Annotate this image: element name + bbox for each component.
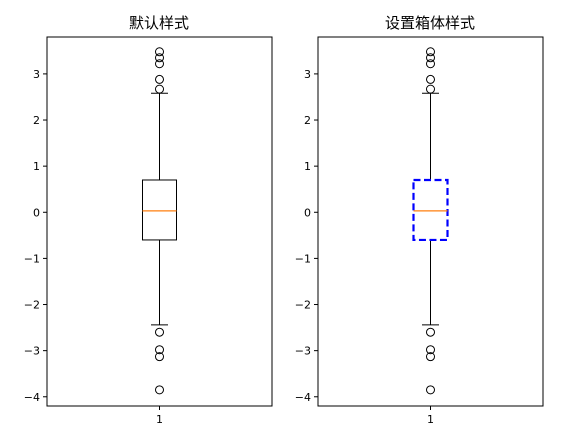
flier-point (155, 53, 164, 63)
y-tick-label: 1 (304, 160, 311, 173)
flier-point (155, 59, 164, 69)
y-tick-label: 0 (304, 206, 311, 219)
flier-point (426, 327, 435, 337)
flier-point (426, 84, 435, 94)
x-axis: 1 (427, 406, 434, 426)
box (142, 179, 177, 241)
flier-point (426, 352, 435, 362)
y-tick-label: 3 (33, 68, 40, 81)
flier-point (155, 84, 164, 94)
y-tick-label: −4 (295, 391, 311, 404)
x-axis: 1 (156, 406, 163, 426)
y-tick-label: −3 (24, 345, 40, 358)
y-tick-label: −3 (295, 345, 311, 358)
axes-frame (317, 36, 544, 407)
y-tick-label: 1 (33, 160, 40, 173)
flier-point (426, 385, 435, 395)
y-tick-label: −4 (24, 391, 40, 404)
flier-point (426, 53, 435, 63)
y-tick-label: −2 (24, 299, 40, 312)
flier-point (426, 74, 435, 84)
chart-title: 设置箱体样式 (385, 14, 475, 32)
chart-title: 默认样式 (129, 14, 189, 32)
box-plot (142, 47, 177, 395)
flier-point (155, 345, 164, 355)
flier-point (426, 59, 435, 69)
y-tick-label: −2 (295, 299, 311, 312)
flier-point (426, 345, 435, 355)
subplot-custom-box-style: 设置箱体样式 3 2 1 0 −1 −2 −3 −4 1 (295, 14, 544, 426)
y-tick-label: −1 (24, 252, 40, 265)
x-tick-label: 1 (156, 413, 163, 426)
y-tick-label: 2 (33, 114, 40, 127)
subplot-default-style: 默认样式 3 2 1 0 −1 −2 −3 −4 1 (24, 14, 273, 426)
y-tick-label: 2 (304, 114, 311, 127)
flier-point (155, 385, 164, 395)
flier-point (155, 327, 164, 337)
y-axis: 3 2 1 0 −1 −2 −3 −4 (295, 68, 318, 404)
flier-point (426, 47, 435, 57)
box (412, 178, 449, 242)
flier-point (155, 352, 164, 362)
flier-point (155, 74, 164, 84)
x-tick-label: 1 (427, 413, 434, 426)
y-tick-label: −1 (295, 252, 311, 265)
flier-point (155, 47, 164, 57)
y-axis: 3 2 1 0 −1 −2 −3 −4 (24, 68, 47, 404)
y-tick-label: 3 (304, 68, 311, 81)
axes-frame (46, 36, 273, 407)
y-tick-label: 0 (33, 206, 40, 219)
box-plot (412, 47, 449, 395)
